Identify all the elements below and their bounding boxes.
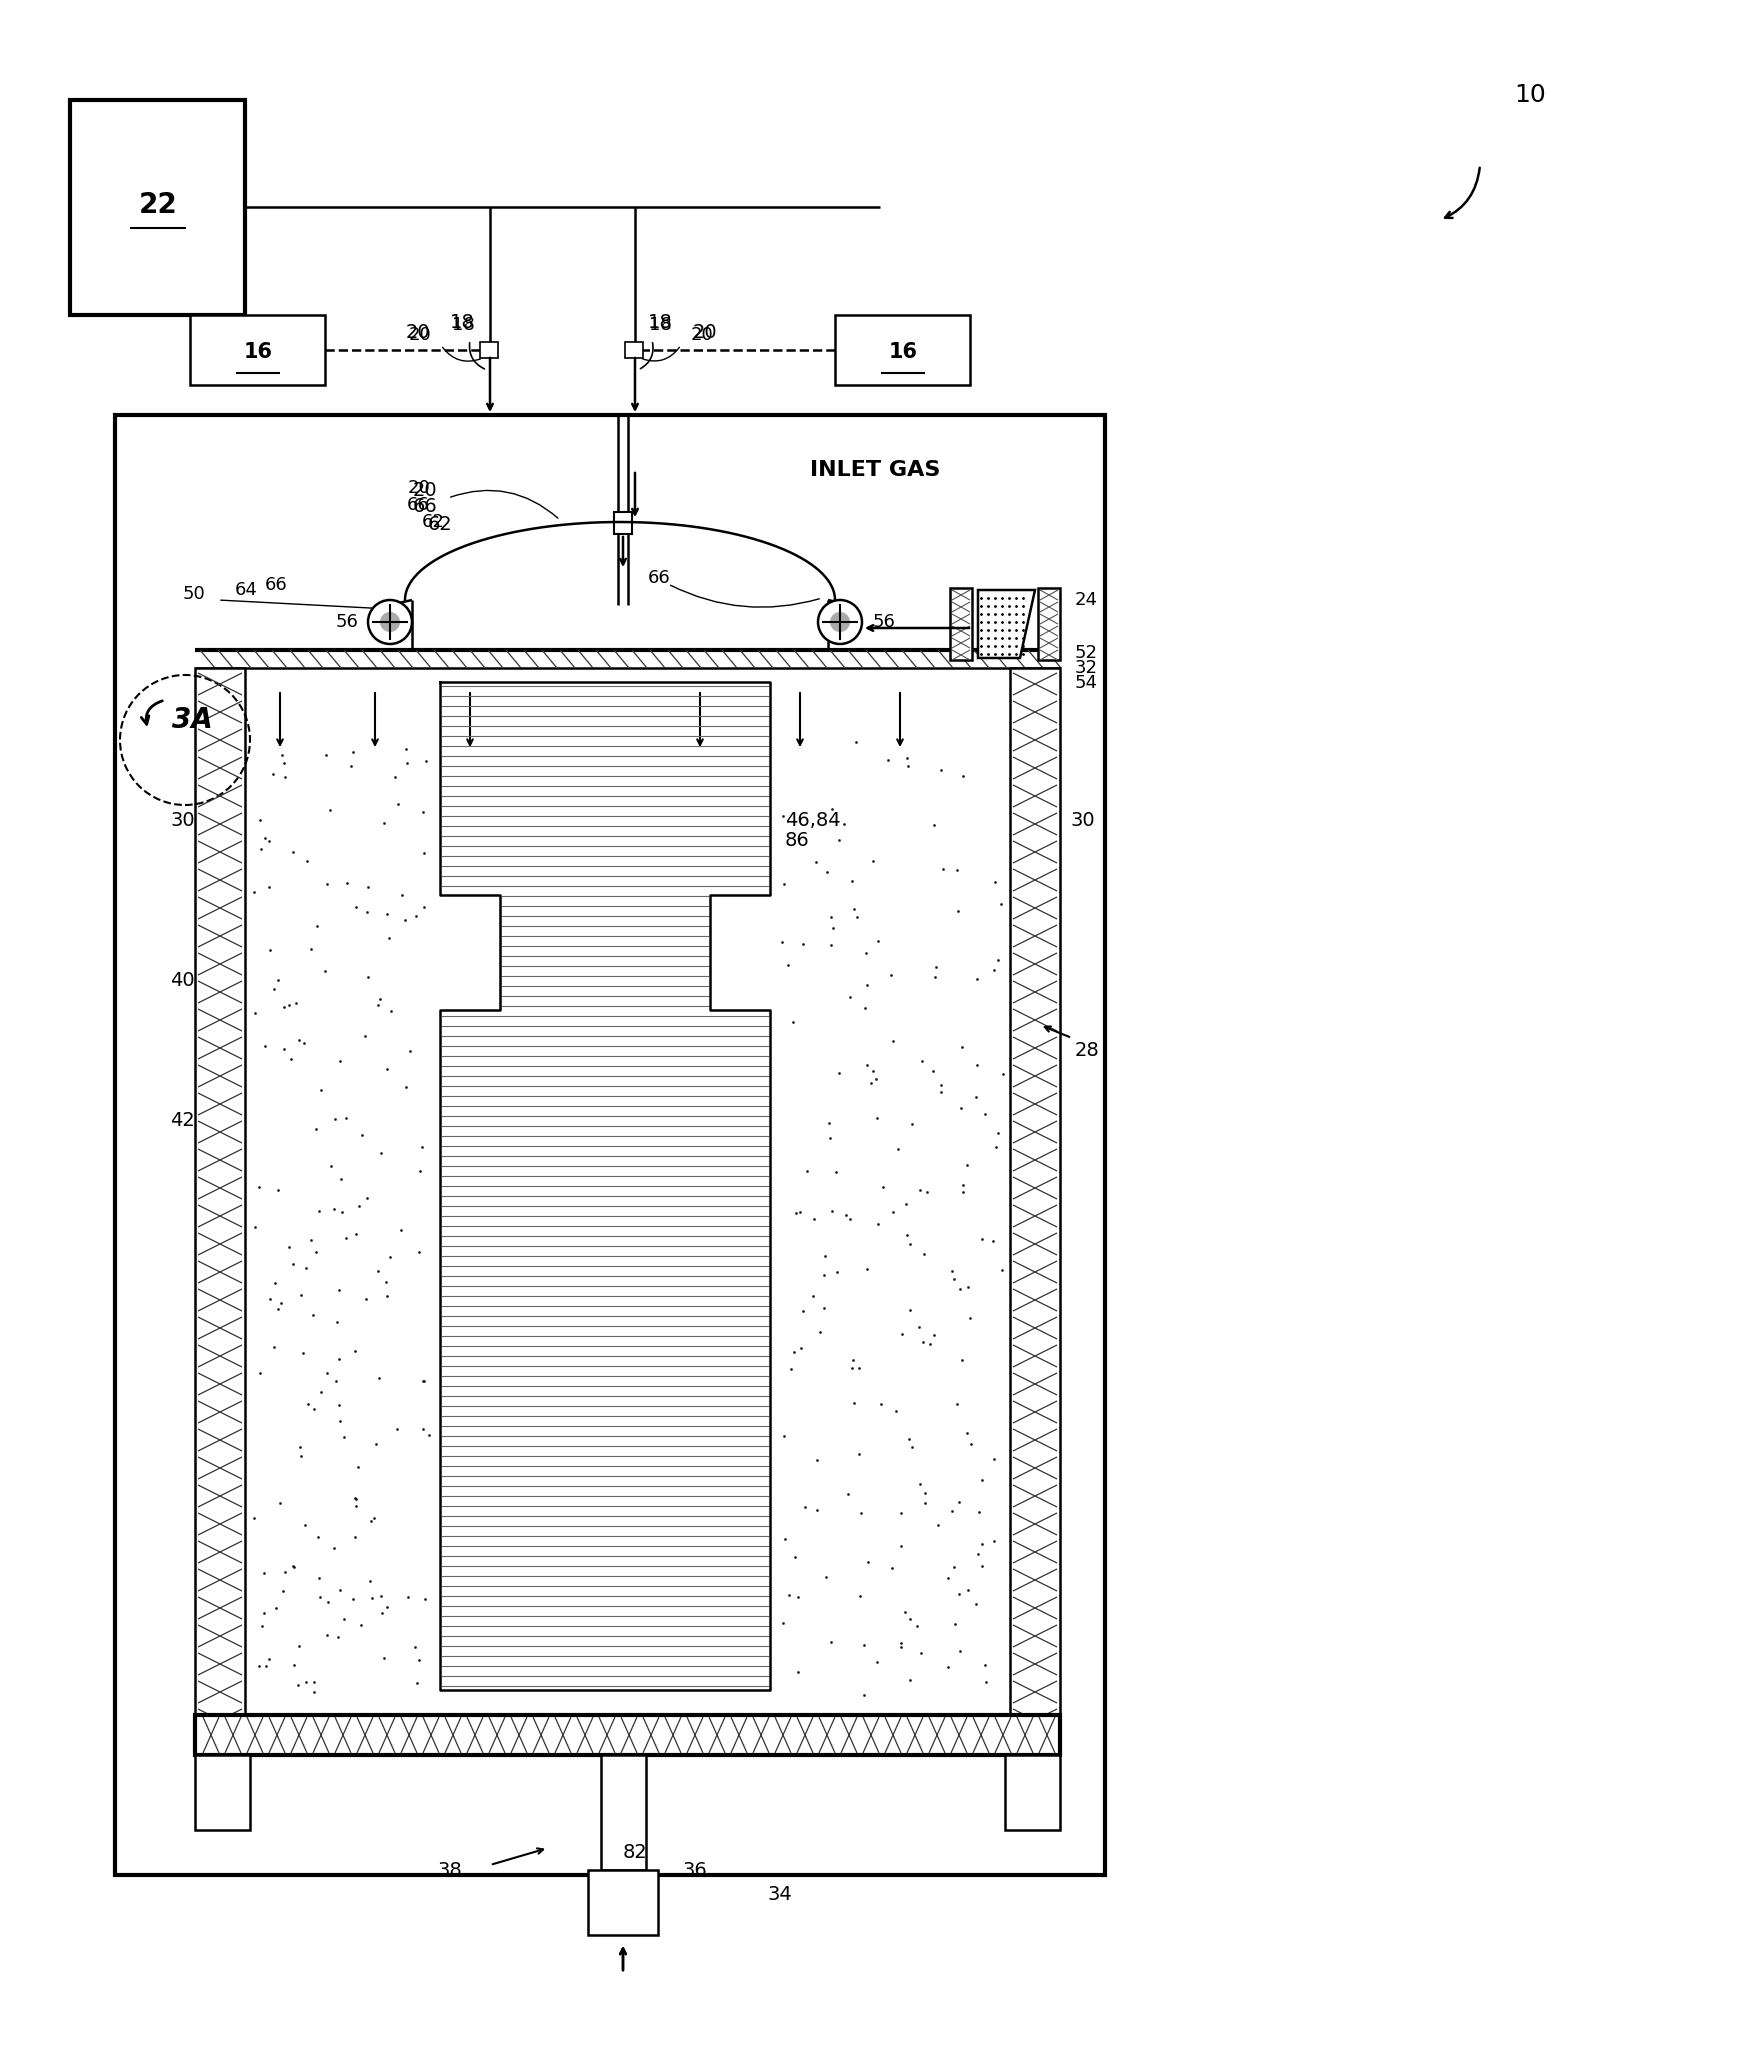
Text: 18: 18: [649, 316, 672, 334]
Circle shape: [817, 600, 861, 643]
Bar: [614, 512, 631, 535]
Text: 18: 18: [451, 316, 474, 334]
Bar: [951, 588, 972, 660]
Bar: [195, 1756, 251, 1830]
Text: 40: 40: [170, 971, 195, 990]
Text: 28: 28: [1075, 1041, 1100, 1059]
Text: 66: 66: [412, 498, 437, 516]
Circle shape: [830, 613, 851, 631]
Text: 16: 16: [244, 342, 272, 363]
Text: 20: 20: [693, 324, 717, 342]
Bar: [195, 668, 1059, 1715]
Bar: [1038, 588, 1059, 660]
Bar: [624, 342, 644, 359]
Circle shape: [368, 600, 412, 643]
Text: 62: 62: [428, 514, 453, 533]
Bar: [588, 1871, 658, 1934]
Text: 42: 42: [170, 1111, 195, 1129]
Bar: [1005, 1756, 1059, 1830]
Text: 36: 36: [682, 1860, 707, 1879]
FancyArrowPatch shape: [1045, 1027, 1070, 1037]
Text: 18: 18: [647, 313, 672, 332]
Text: 50: 50: [182, 586, 205, 602]
Polygon shape: [979, 590, 1035, 658]
Text: 20: 20: [407, 479, 430, 498]
Text: 66: 66: [407, 496, 430, 514]
Bar: [481, 342, 498, 359]
Text: INLET GAS: INLET GAS: [810, 459, 940, 479]
Text: 82: 82: [623, 1844, 647, 1863]
FancyArrowPatch shape: [493, 1848, 544, 1865]
FancyArrowPatch shape: [1445, 168, 1480, 217]
Bar: [70, 100, 246, 316]
Text: 66: 66: [265, 576, 288, 594]
Text: 16: 16: [889, 342, 917, 363]
Text: 30: 30: [170, 811, 195, 830]
Bar: [835, 316, 970, 385]
Text: 30: 30: [1070, 811, 1094, 830]
Text: 34: 34: [768, 1885, 793, 1904]
Text: 10: 10: [1514, 84, 1545, 107]
Circle shape: [381, 613, 400, 631]
Text: 20: 20: [412, 482, 437, 500]
Text: 64: 64: [235, 582, 258, 598]
Text: 3A: 3A: [172, 707, 212, 734]
Text: 22: 22: [139, 191, 177, 219]
FancyArrowPatch shape: [142, 701, 163, 723]
Bar: [1010, 668, 1059, 1715]
Text: 56: 56: [873, 613, 896, 631]
Text: 46,84: 46,84: [786, 811, 840, 830]
Text: 86: 86: [786, 830, 810, 850]
Bar: [189, 316, 324, 385]
Text: 32: 32: [1075, 660, 1098, 676]
Text: 56: 56: [335, 613, 358, 631]
Bar: [602, 1756, 645, 1871]
Bar: [195, 1715, 1059, 1756]
Text: 52: 52: [1075, 643, 1098, 662]
Text: 24: 24: [1075, 590, 1098, 609]
Bar: [195, 668, 246, 1715]
Text: 62: 62: [423, 512, 446, 531]
Text: 38: 38: [438, 1860, 463, 1879]
Text: 20: 20: [409, 326, 431, 344]
Text: 20: 20: [405, 324, 430, 342]
Text: 20: 20: [691, 326, 714, 344]
Text: 54: 54: [1075, 674, 1098, 693]
Text: 18: 18: [449, 313, 474, 332]
Text: 66: 66: [647, 570, 670, 586]
Bar: [116, 416, 1105, 1875]
